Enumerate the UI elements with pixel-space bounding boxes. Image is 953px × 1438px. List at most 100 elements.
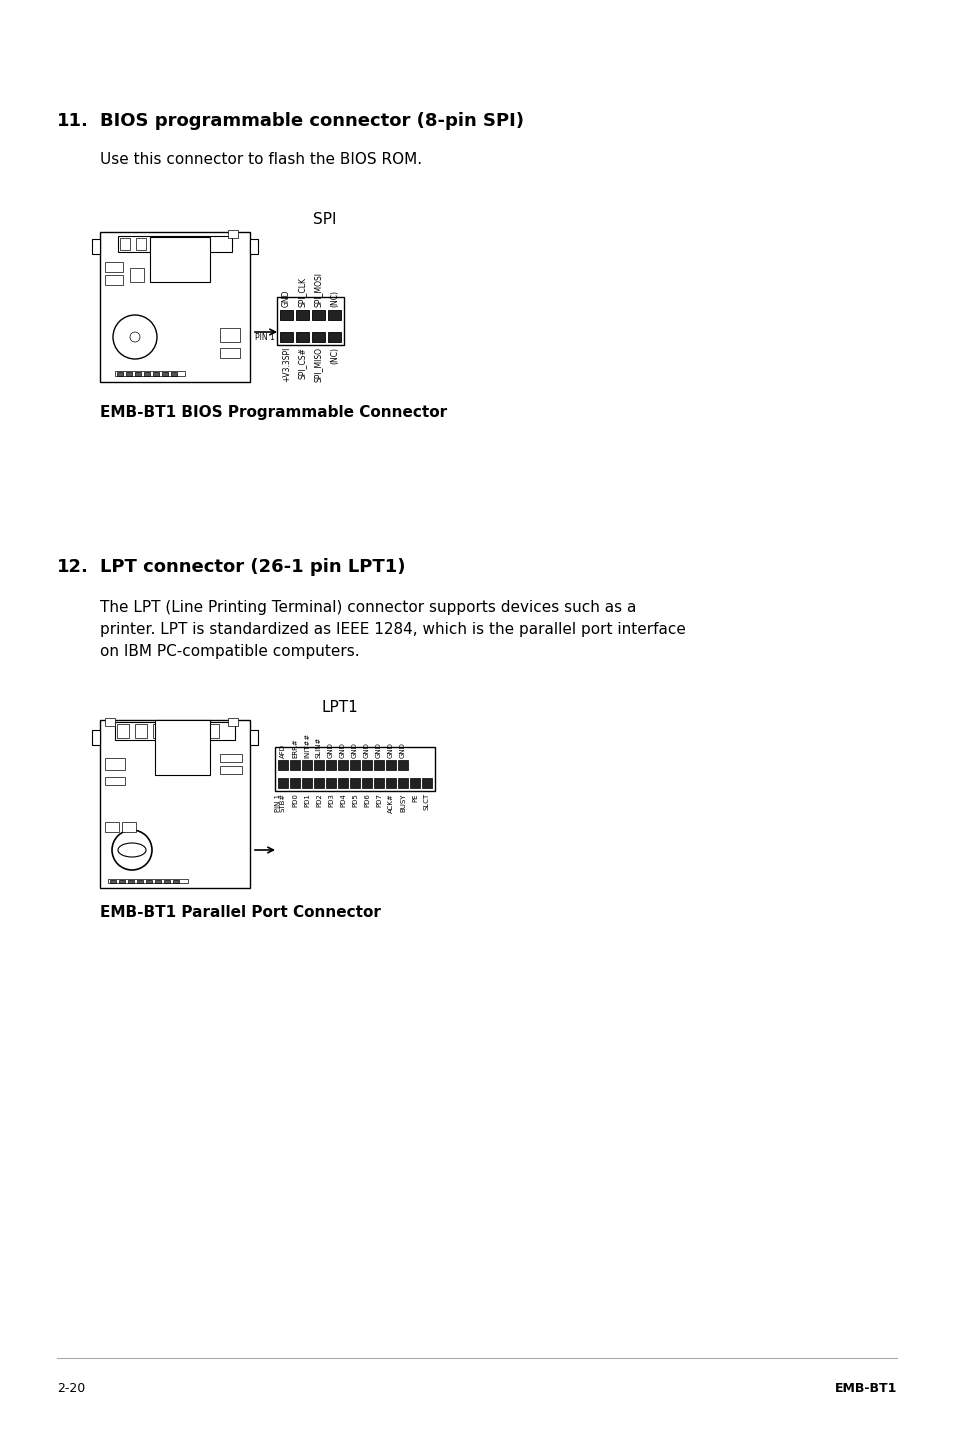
Bar bbox=[135, 372, 141, 375]
Text: SLCT: SLCT bbox=[423, 792, 430, 810]
Bar bbox=[105, 262, 123, 272]
Text: PE: PE bbox=[412, 792, 417, 801]
Text: SPI_CLK: SPI_CLK bbox=[297, 278, 307, 306]
Bar bbox=[312, 332, 325, 342]
Bar bbox=[108, 879, 188, 883]
Bar bbox=[120, 239, 130, 250]
Bar bbox=[220, 766, 242, 774]
Bar bbox=[136, 239, 146, 250]
Text: The LPT (Line Printing Terminal) connector supports devices such as a: The LPT (Line Printing Terminal) connect… bbox=[100, 600, 636, 615]
Bar bbox=[128, 880, 133, 883]
Text: 11.: 11. bbox=[57, 112, 89, 129]
Bar bbox=[250, 239, 257, 255]
Bar bbox=[200, 239, 210, 250]
Bar bbox=[135, 723, 147, 738]
Bar bbox=[280, 311, 293, 321]
Bar bbox=[277, 761, 288, 769]
Bar bbox=[184, 239, 193, 250]
Bar bbox=[144, 372, 150, 375]
Text: GND: GND bbox=[339, 742, 346, 758]
Text: PD7: PD7 bbox=[375, 792, 381, 807]
Text: LPT connector (26-1 pin LPT1): LPT connector (26-1 pin LPT1) bbox=[100, 558, 405, 577]
Bar bbox=[276, 298, 344, 345]
Text: GND: GND bbox=[352, 742, 357, 758]
Bar bbox=[386, 761, 395, 769]
Text: INIT##: INIT## bbox=[304, 733, 310, 758]
Bar bbox=[228, 230, 237, 239]
Text: BUSY: BUSY bbox=[399, 792, 406, 811]
Text: EMB-BT1 Parallel Port Connector: EMB-BT1 Parallel Port Connector bbox=[100, 905, 380, 920]
Text: GND: GND bbox=[282, 289, 291, 306]
Text: (NC): (NC) bbox=[330, 347, 338, 364]
Bar bbox=[295, 332, 309, 342]
Text: GND: GND bbox=[375, 742, 381, 758]
Bar bbox=[130, 267, 144, 282]
Text: SPI_CS#: SPI_CS# bbox=[297, 347, 307, 378]
Text: GND: GND bbox=[388, 742, 394, 758]
Text: AFD: AFD bbox=[280, 743, 286, 758]
Bar bbox=[171, 372, 177, 375]
Text: SPI: SPI bbox=[313, 211, 336, 227]
Bar bbox=[189, 723, 201, 738]
Bar bbox=[328, 311, 340, 321]
Text: PD2: PD2 bbox=[315, 792, 322, 807]
Bar bbox=[337, 778, 348, 788]
Bar bbox=[421, 778, 432, 788]
Bar bbox=[295, 311, 309, 321]
Bar bbox=[105, 777, 125, 785]
Bar bbox=[110, 880, 116, 883]
Text: (NC): (NC) bbox=[330, 290, 338, 306]
Text: SPI_MOSI: SPI_MOSI bbox=[314, 272, 323, 306]
Bar bbox=[312, 311, 325, 321]
Text: PD5: PD5 bbox=[352, 792, 357, 807]
Bar bbox=[146, 880, 152, 883]
Text: 2-20: 2-20 bbox=[57, 1382, 85, 1395]
Text: +V3.3SPI: +V3.3SPI bbox=[282, 347, 291, 383]
Bar bbox=[337, 761, 348, 769]
Text: PD6: PD6 bbox=[364, 792, 370, 807]
Bar bbox=[397, 778, 408, 788]
Bar bbox=[119, 880, 125, 883]
Text: PD3: PD3 bbox=[328, 792, 334, 807]
Bar bbox=[105, 758, 125, 769]
Text: PIN 1: PIN 1 bbox=[274, 794, 281, 812]
Bar bbox=[302, 761, 312, 769]
Text: STB#: STB# bbox=[280, 792, 286, 812]
Bar bbox=[168, 239, 178, 250]
Bar bbox=[350, 761, 359, 769]
Bar bbox=[361, 778, 372, 788]
Bar bbox=[100, 720, 250, 889]
Text: Use this connector to flash the BIOS ROM.: Use this connector to flash the BIOS ROM… bbox=[100, 152, 421, 167]
Bar bbox=[164, 880, 170, 883]
Text: PD0: PD0 bbox=[292, 792, 297, 807]
Text: SLIN#: SLIN# bbox=[315, 736, 322, 758]
Bar bbox=[374, 778, 384, 788]
Bar bbox=[171, 723, 183, 738]
Bar bbox=[220, 754, 242, 762]
Bar bbox=[290, 761, 299, 769]
Text: PD4: PD4 bbox=[339, 792, 346, 807]
Bar bbox=[162, 372, 168, 375]
Bar bbox=[152, 239, 162, 250]
Bar bbox=[290, 778, 299, 788]
Bar bbox=[410, 778, 419, 788]
Bar bbox=[326, 778, 335, 788]
Bar bbox=[274, 746, 435, 791]
Bar bbox=[302, 778, 312, 788]
Text: ERR#: ERR# bbox=[292, 738, 297, 758]
Text: GND: GND bbox=[399, 742, 406, 758]
Text: PIN 1: PIN 1 bbox=[255, 332, 274, 341]
Bar bbox=[328, 332, 340, 342]
Bar bbox=[100, 232, 250, 383]
Bar bbox=[172, 880, 179, 883]
Bar bbox=[154, 720, 210, 775]
Bar bbox=[361, 761, 372, 769]
Bar bbox=[150, 237, 210, 282]
Bar bbox=[386, 778, 395, 788]
Bar bbox=[374, 761, 384, 769]
Bar bbox=[117, 723, 129, 738]
Bar bbox=[326, 761, 335, 769]
Bar bbox=[105, 718, 115, 726]
Bar bbox=[137, 880, 143, 883]
Bar bbox=[280, 332, 293, 342]
